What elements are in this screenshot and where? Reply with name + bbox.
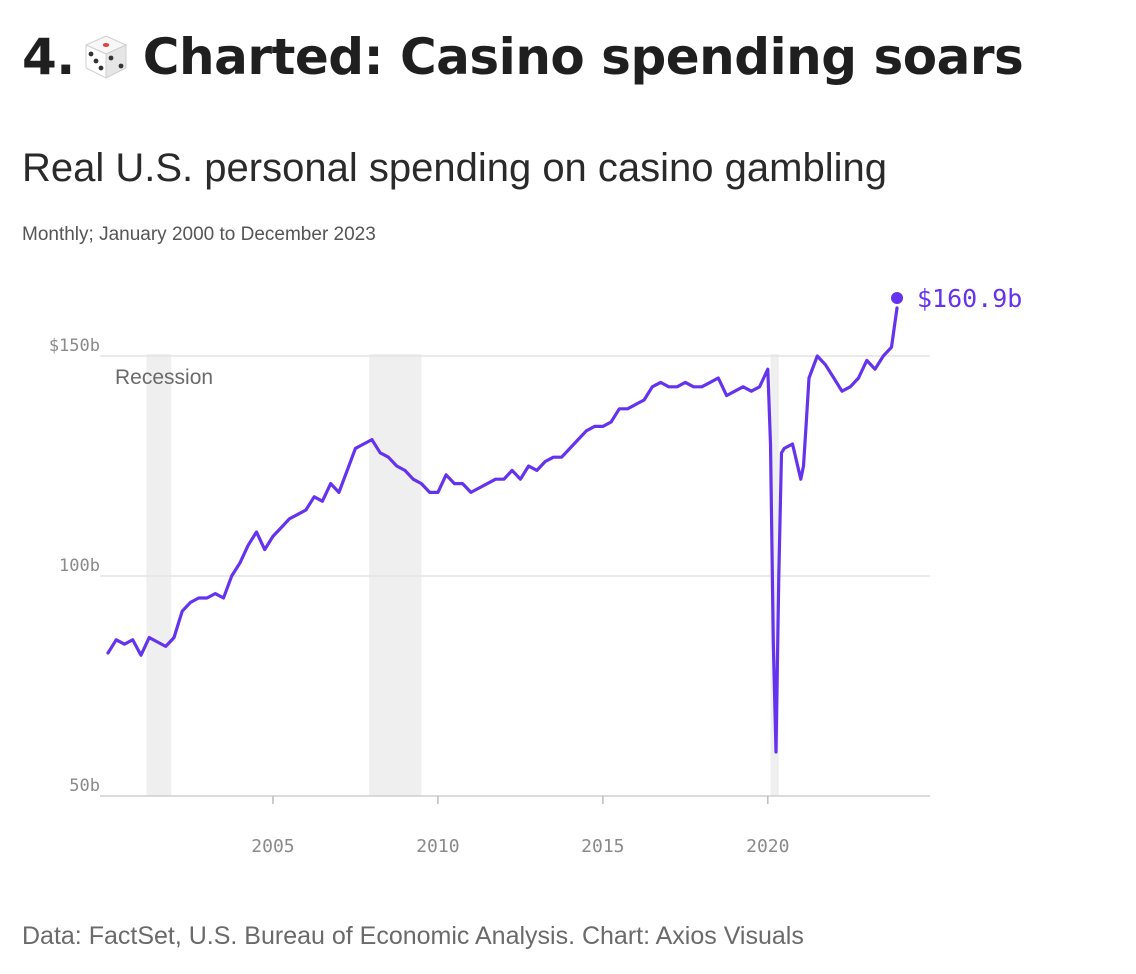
x-tick-label: 2020 bbox=[746, 836, 789, 857]
y-tick-label: 100b bbox=[59, 556, 100, 576]
game-die-icon bbox=[84, 35, 128, 79]
end-point-dot bbox=[891, 292, 904, 305]
headline: 4. Charted: Casino spending soars bbox=[22, 28, 1024, 86]
source-note: Data: FactSet, U.S. Bureau of Economic A… bbox=[22, 922, 804, 950]
y-tick-label: $150b bbox=[49, 336, 100, 356]
recession-band-3 bbox=[770, 354, 779, 796]
headline-number: 4. bbox=[22, 28, 75, 86]
y-gridlines: 50b 100b $150b bbox=[49, 336, 930, 797]
recession-band-1 bbox=[146, 354, 172, 796]
x-tick-label: 2010 bbox=[416, 836, 459, 857]
x-tick-label: 2015 bbox=[581, 836, 624, 857]
x-axis: 2005 2010 2015 2020 bbox=[251, 796, 789, 857]
chart-title: Real U.S. personal spending on casino ga… bbox=[22, 146, 887, 190]
headline-title: Charted: Casino spending soars bbox=[142, 28, 1024, 86]
recession-label: Recession bbox=[115, 366, 213, 389]
end-value-label: $160.9b bbox=[917, 284, 1022, 313]
series-line bbox=[106, 306, 899, 754]
recession-band-2 bbox=[369, 354, 422, 796]
x-tick-label: 2005 bbox=[251, 836, 294, 857]
y-tick-label: 50b bbox=[69, 776, 100, 796]
chart-subtitle: Monthly; January 2000 to December 2023 bbox=[22, 224, 376, 245]
recession-bands bbox=[146, 354, 779, 796]
